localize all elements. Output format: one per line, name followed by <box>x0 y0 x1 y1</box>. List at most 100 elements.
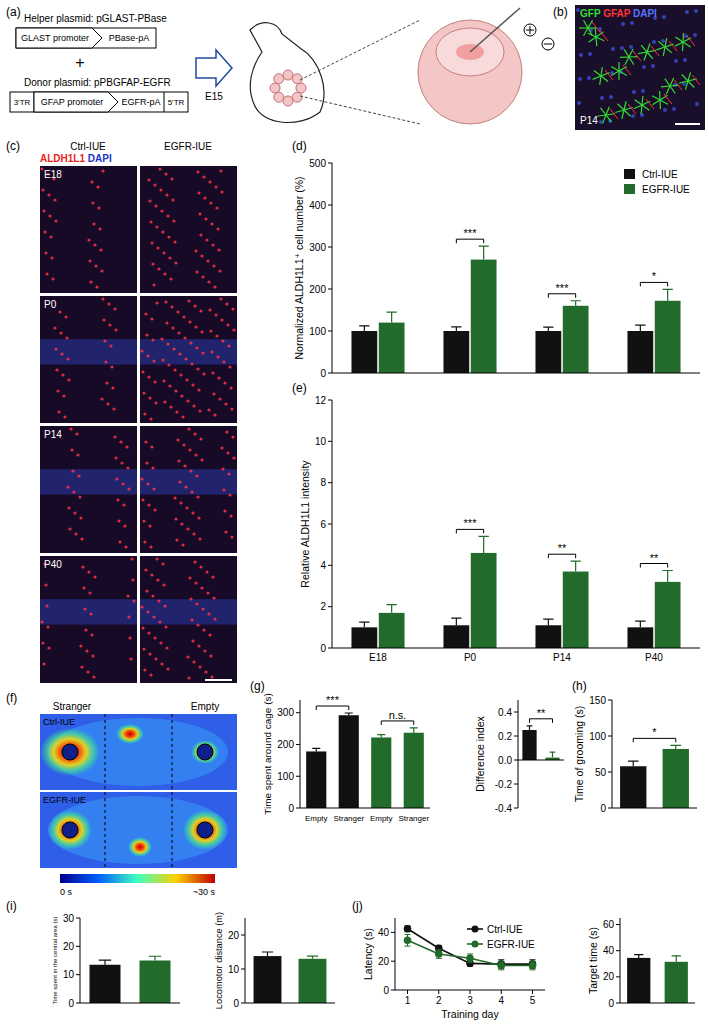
astrocyte <box>226 451 229 454</box>
astrocyte <box>155 225 158 228</box>
legend-swatch <box>624 184 635 194</box>
nucleus <box>621 22 625 26</box>
x-tick <box>438 990 439 994</box>
y-axis <box>395 918 396 990</box>
astrocyte <box>106 402 109 405</box>
astrocyte-process <box>618 62 619 71</box>
panel-label: (b) <box>553 5 568 19</box>
astrocyte <box>197 644 200 647</box>
significance-bracket <box>548 294 575 298</box>
bar <box>627 331 653 373</box>
stage: E15 <box>205 91 223 102</box>
astrocyte <box>196 170 199 173</box>
helper-title: Helper plasmid: pGLAST-PBase <box>24 13 167 24</box>
error-bar <box>550 752 556 757</box>
astrocyte <box>187 676 190 679</box>
panel-label: (d) <box>292 139 307 153</box>
bar <box>471 553 497 648</box>
y-axis <box>245 918 246 1003</box>
nucleus <box>599 120 603 124</box>
astrocyte <box>213 413 216 416</box>
astrocyte <box>204 217 207 220</box>
astrocyte <box>83 607 86 610</box>
astrocyte <box>144 568 147 571</box>
astrocyte <box>231 307 234 310</box>
astrocyte <box>50 256 53 259</box>
bar <box>655 582 681 648</box>
astrocyte <box>47 193 50 196</box>
significance-bracket <box>640 564 667 568</box>
y-tick-label: 0.0 <box>498 755 512 766</box>
astrocyte <box>192 660 195 663</box>
x-axis <box>620 1003 695 1004</box>
bar <box>351 627 377 648</box>
astrocyte <box>127 487 130 490</box>
astrocyte <box>65 336 68 339</box>
embryo <box>283 70 293 80</box>
error-bar <box>359 622 369 627</box>
astrocyte <box>188 448 191 451</box>
nucleus <box>579 53 583 57</box>
y-tick <box>391 961 395 962</box>
astrocyte <box>80 537 83 540</box>
astrocyte-process <box>620 56 629 58</box>
astrocyte <box>231 435 234 438</box>
astrocyte <box>200 458 203 461</box>
astrocyte <box>185 506 188 509</box>
astrocyte <box>156 578 159 581</box>
bar <box>140 961 171 1004</box>
nucleus <box>642 65 646 69</box>
marker <box>404 925 412 933</box>
astrocyte <box>182 315 185 318</box>
astrocyte <box>113 435 116 438</box>
astrocyte-process <box>629 49 633 57</box>
panel-label: (e) <box>292 381 307 395</box>
astrocyte <box>67 378 70 381</box>
error-bar <box>543 619 553 625</box>
cage <box>62 822 78 838</box>
astrocyte <box>159 641 162 644</box>
astrocyte <box>226 323 229 326</box>
astrocyte <box>211 575 214 578</box>
astrocyte <box>114 328 117 331</box>
significance-bracket <box>381 721 414 725</box>
embryo <box>292 74 302 84</box>
astrocyte <box>144 312 147 315</box>
astrocyte <box>162 379 165 382</box>
astrocyte <box>149 545 152 548</box>
astrocyte <box>104 360 107 363</box>
y-tick <box>241 1003 245 1004</box>
electrode-minus <box>542 38 554 50</box>
legend-marker <box>472 926 479 933</box>
astrocyte <box>79 644 82 647</box>
error-bar <box>527 726 533 730</box>
y-axis-label: Time of grooming (s) <box>573 706 585 802</box>
astrocyte <box>82 586 85 589</box>
astrocyte <box>167 363 170 366</box>
astrocyte <box>199 565 202 568</box>
nucleus <box>578 77 582 81</box>
astrocyte <box>140 605 143 608</box>
astrocyte <box>110 365 113 368</box>
y-tick <box>328 247 332 248</box>
mouse <box>250 23 324 123</box>
x-tick-label: P14 <box>553 652 571 663</box>
y-tick <box>328 441 332 442</box>
astrocyte <box>90 633 93 636</box>
astrocyte <box>67 506 70 509</box>
astrocyte <box>160 209 163 212</box>
y-tick <box>616 976 620 977</box>
astrocyte <box>163 604 166 607</box>
y-tick <box>328 565 332 566</box>
astrocyte <box>84 628 87 631</box>
marks <box>627 955 688 1003</box>
micrograph <box>575 5 705 130</box>
x-tick-label: Empty <box>305 814 328 823</box>
astrocyte <box>154 401 157 404</box>
astrocyte <box>74 532 77 535</box>
astrocyte <box>153 508 156 511</box>
significance-label: *** <box>326 694 340 706</box>
nucleus <box>611 47 615 51</box>
y-tick-label: 150 <box>589 695 606 706</box>
astrocyte-process <box>647 43 650 52</box>
